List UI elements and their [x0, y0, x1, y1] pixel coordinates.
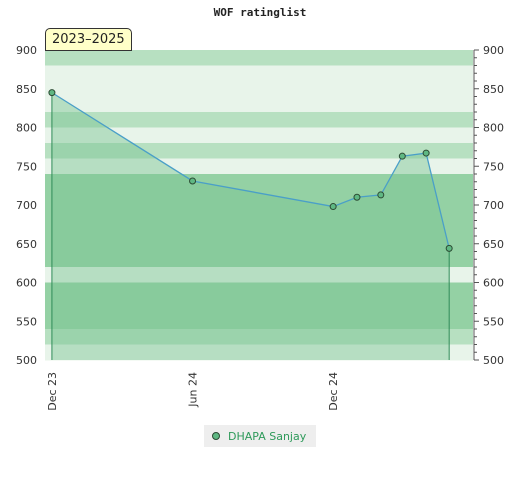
y-tick-label-left: 500 [16, 354, 37, 367]
y-tick-label-right: 750 [483, 160, 504, 173]
x-tick-label: Dec 23 [46, 372, 59, 411]
x-axis: Dec 23 Jun 24 Dec 24 [46, 372, 340, 411]
data-point [377, 191, 385, 199]
grid-band [45, 220, 473, 237]
background-bands [45, 50, 473, 361]
chart-title: WOF ratinglist [213, 6, 307, 19]
y-tick-label-right: 650 [483, 238, 504, 251]
series-area [51, 92, 450, 360]
y-axis-right: 500 550 600 650 700 750 800 850 900 [473, 44, 504, 367]
y-tick-label-right: 900 [483, 44, 504, 57]
grid-band [45, 313, 473, 330]
legend-marker-icon [212, 432, 220, 440]
y-tick-label-left: 650 [16, 238, 37, 251]
grid-band [45, 189, 473, 206]
grid-band [45, 174, 473, 190]
grid-band [45, 298, 473, 314]
legend-label: DHAPA Sanjay [228, 429, 307, 443]
grid-band [45, 96, 473, 113]
y-tick-label-left: 850 [16, 83, 37, 96]
y-tick-label-right: 600 [483, 277, 504, 290]
y-tick-label-left: 550 [16, 315, 37, 328]
y-tick-label-left: 800 [16, 122, 37, 135]
y-tick-label-right: 500 [483, 354, 504, 367]
grid-band [45, 329, 473, 345]
data-point [353, 193, 361, 201]
legend[interactable]: DHAPA Sanjay [204, 425, 316, 447]
grid-band [45, 205, 473, 221]
data-point [329, 203, 337, 211]
y-tick-label-right: 700 [483, 199, 504, 212]
grid-band [45, 112, 473, 128]
period-badge: 2023–2025 [45, 28, 132, 51]
series-line [51, 92, 450, 249]
grid-band [45, 158, 473, 175]
y-tick-label-right: 800 [483, 122, 504, 135]
y-tick-label-right: 550 [483, 315, 504, 328]
y-tick-label-left: 600 [16, 277, 37, 290]
data-point [189, 177, 197, 185]
x-tick-label: Jun 24 [187, 372, 200, 408]
data-point [398, 152, 406, 160]
y-axis-left: 500 550 600 650 700 750 800 850 900 [16, 44, 37, 367]
y-tick-label-left: 700 [16, 199, 37, 212]
grid-band [45, 236, 473, 252]
y-tick-label-left: 900 [16, 44, 37, 57]
series-points [48, 89, 453, 252]
data-point [48, 89, 56, 97]
data-point [445, 244, 453, 252]
grid-band [45, 251, 473, 268]
series-fill [51, 92, 450, 360]
grid-band [45, 267, 473, 283]
grid-band [45, 282, 473, 299]
x-tick-label: Dec 24 [327, 372, 340, 411]
grid-band [45, 65, 473, 82]
grid-band [45, 127, 473, 144]
grid-band [45, 50, 473, 66]
grid-band [45, 344, 473, 361]
data-point [422, 149, 430, 157]
y-tick-label-right: 850 [483, 83, 504, 96]
grid-band [45, 81, 473, 97]
y-tick-label-left: 750 [16, 160, 37, 173]
